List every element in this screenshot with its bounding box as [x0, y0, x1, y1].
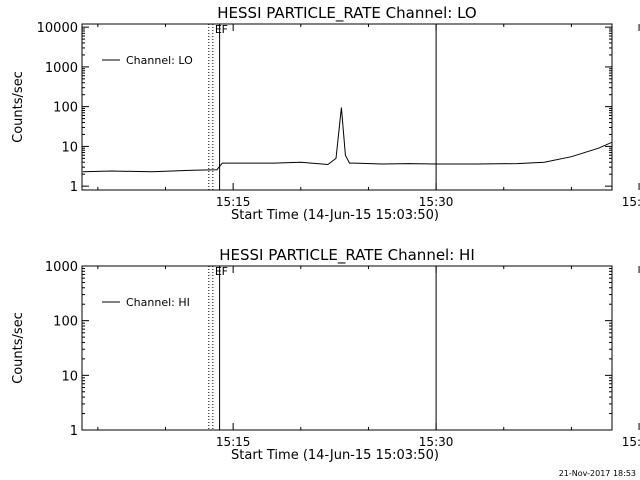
- event-marker-label: E: [215, 265, 222, 278]
- chart-title: HESSI PARTICLE_RATE Channel: HI: [219, 246, 475, 265]
- event-marker-label: F: [222, 23, 228, 36]
- y-tick-label: 10000: [37, 21, 78, 36]
- y-axis-label: Counts/sec: [11, 312, 26, 384]
- series-line: [82, 107, 612, 173]
- event-marker-label: E: [215, 23, 222, 36]
- y-axis-label: Counts/sec: [11, 71, 26, 143]
- legend-label: Channel: HI: [126, 296, 190, 309]
- plot-frame: [81, 265, 613, 431]
- y-tick-label: 1000: [45, 260, 78, 275]
- y-tick-label: 10: [61, 140, 78, 155]
- x-axis-label: Start Time (14-Jun-15 15:03:50): [231, 208, 439, 223]
- x-tick-label: 15:45: [622, 195, 640, 209]
- chart-panel-1: HESSI PARTICLE_RATE Channel: LO 15:15 15:3…: [11, 4, 640, 223]
- x-tick-label: 15:30: [419, 195, 454, 209]
- generation-timestamp: 21-Nov-2017 18:53: [559, 469, 636, 478]
- y-tick-label: 100: [53, 315, 78, 330]
- y-tick-label: 1: [70, 180, 78, 195]
- plot-frame: [81, 23, 613, 191]
- x-tick-label: 15:15: [216, 195, 251, 209]
- y-tick-label: 1000: [45, 61, 78, 76]
- chart-panel-2: HESSI PARTICLE_RATE Channel: HI 15:15 15:3…: [11, 246, 640, 463]
- x-tick-label: 15:15: [216, 435, 251, 449]
- y-tick-label: 100: [53, 101, 78, 116]
- chart-title: HESSI PARTICLE_RATE Channel: LO: [217, 4, 476, 23]
- event-marker-label: F: [222, 265, 228, 278]
- y-tick-label: 1: [70, 424, 78, 439]
- x-axis-label: Start Time (14-Jun-15 15:03:50): [231, 448, 439, 463]
- x-tick-label: 15:30: [419, 435, 454, 449]
- x-tick-label: 15:45: [622, 435, 640, 449]
- y-tick-label: 10: [61, 369, 78, 384]
- legend-label: Channel: LO: [126, 54, 193, 67]
